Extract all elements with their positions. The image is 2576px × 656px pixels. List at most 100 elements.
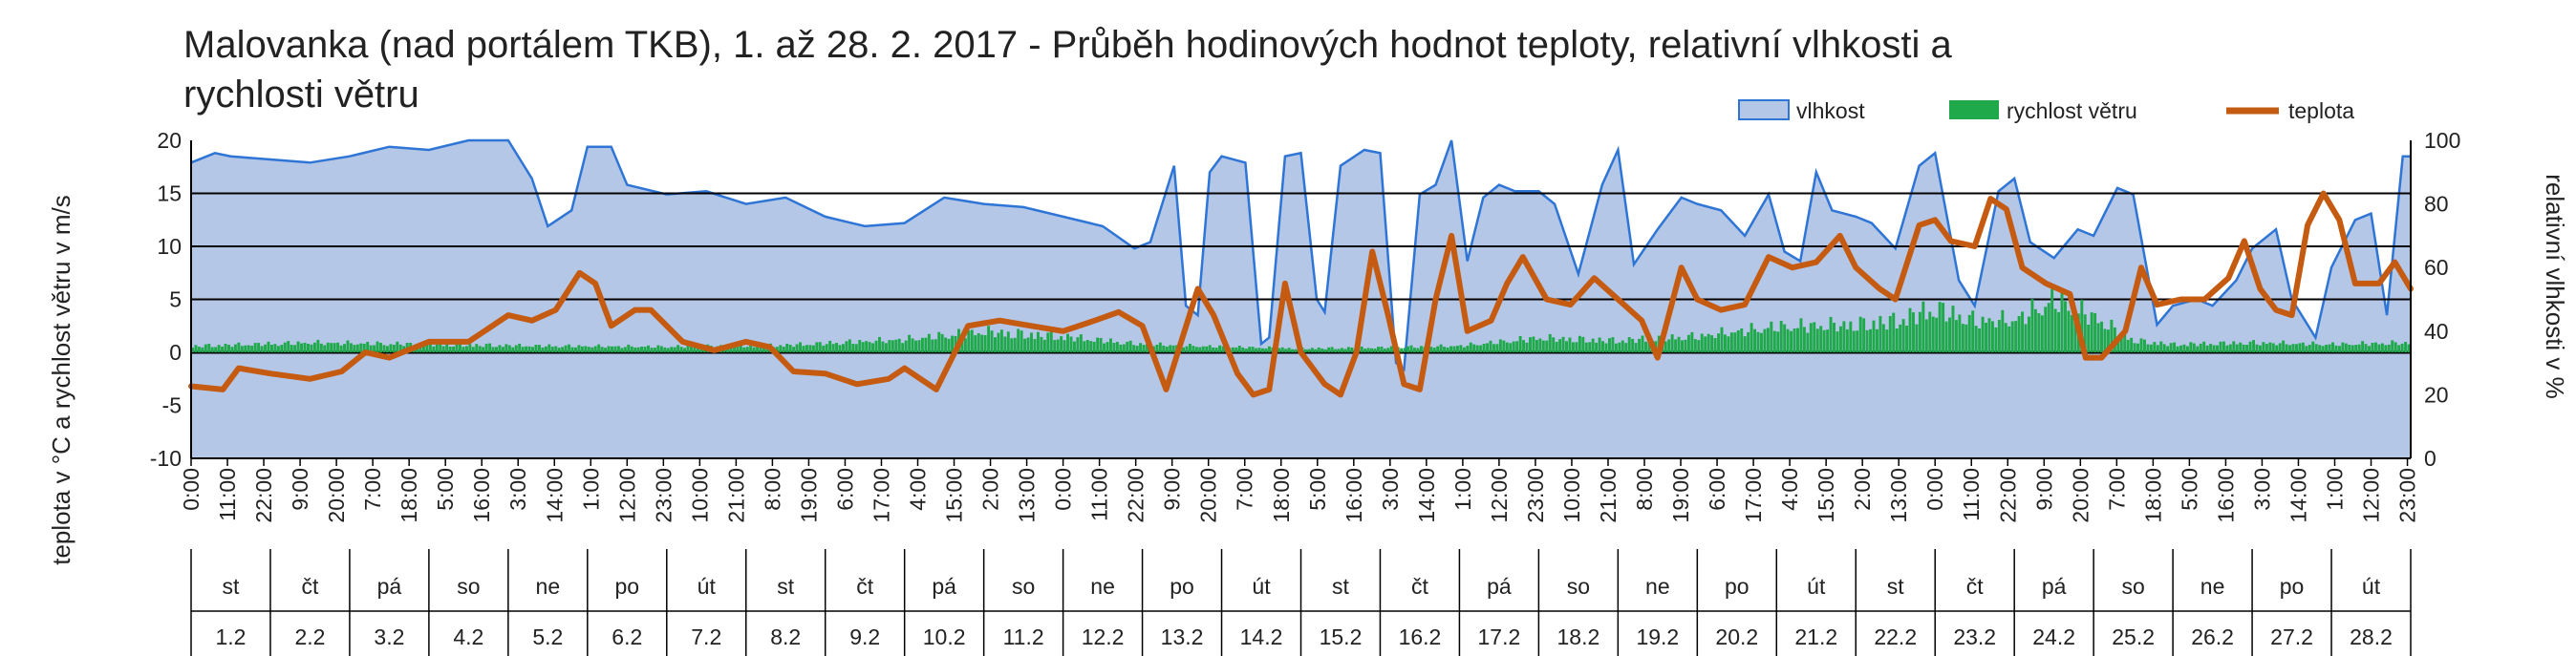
wind-bar — [197, 347, 201, 352]
wind-bar — [1924, 319, 1928, 352]
wind-bar — [1720, 327, 1724, 352]
wind-bar — [1835, 331, 1839, 352]
wind-bar — [1829, 316, 1833, 352]
wind-bar — [1614, 343, 1618, 352]
wind-bar — [336, 342, 340, 352]
wind-bar — [1419, 346, 1423, 352]
wind-bar — [2070, 315, 2073, 352]
right-tick-label: 60 — [2424, 255, 2449, 280]
wind-bar — [1060, 336, 1063, 352]
wind-bar — [385, 346, 389, 352]
wind-bar — [2291, 344, 2295, 352]
wind-bar — [1618, 342, 1621, 352]
wind-bar — [554, 346, 558, 352]
wind-bar — [874, 340, 878, 352]
right-axis-label: relativní vlhkosti v % — [2541, 174, 2569, 399]
wind-bar — [2380, 343, 2384, 352]
wind-bar — [2209, 344, 2213, 352]
wind-bar — [2130, 337, 2134, 352]
wind-bar — [1026, 337, 1030, 352]
wind-bar — [1958, 314, 1962, 352]
wind-bar — [330, 343, 333, 352]
wind-bar — [2285, 344, 2288, 352]
wind-bar — [838, 345, 842, 352]
wind-bar — [2040, 315, 2044, 352]
wind-bar — [884, 343, 888, 352]
wind-bar — [2275, 345, 2279, 352]
wind-bar — [894, 339, 898, 352]
wind-bar — [1165, 347, 1169, 352]
wind-bar — [1786, 328, 1790, 352]
wind-bar — [1901, 319, 1905, 352]
wind-bar — [1294, 349, 1298, 352]
wind-bar — [914, 340, 917, 352]
wind-bar — [1323, 349, 1327, 352]
wind-bar — [1766, 328, 1770, 352]
wind-bar — [296, 341, 300, 352]
wind-bar — [604, 348, 608, 352]
wind-bar — [355, 344, 359, 352]
wind-bar — [419, 345, 422, 352]
wind-bar — [1126, 341, 1129, 352]
wind-bar — [600, 347, 604, 352]
date-label: 14.2 — [1240, 624, 1283, 649]
wind-bar — [788, 345, 792, 352]
wind-bar — [1386, 348, 1390, 352]
wind-bar — [1849, 321, 1853, 352]
wind-bar — [459, 343, 462, 352]
wind-bar — [214, 347, 218, 352]
wind-bar — [2156, 345, 2159, 352]
wind-bar — [1985, 323, 1988, 352]
weekday-label: po — [1170, 574, 1194, 599]
wind-bar — [891, 340, 894, 352]
wind-bar — [1069, 336, 1073, 352]
wind-bar — [396, 341, 399, 352]
wind-bar — [1967, 314, 1971, 352]
wind-bar — [980, 334, 984, 352]
x-hour-label: 15:00 — [1814, 468, 1838, 523]
wind-bar — [924, 337, 928, 352]
wind-bar — [954, 335, 957, 352]
wind-bar — [1971, 310, 1975, 352]
wind-bar — [1350, 348, 1354, 352]
wind-bar — [822, 345, 826, 352]
wind-bar — [392, 345, 396, 352]
wind-bar — [452, 346, 456, 352]
wind-bar — [699, 347, 703, 352]
left-axis-label: teplota v °C a rychlost větru v m/s — [47, 195, 75, 565]
wind-bar — [1208, 345, 1212, 352]
wind-bar — [1103, 343, 1106, 352]
wind-bar — [1085, 340, 1089, 352]
wind-bar — [2202, 341, 2206, 352]
wind-bar — [1954, 320, 1958, 352]
wind-bar — [1020, 330, 1023, 352]
wind-bar — [1921, 301, 1925, 352]
x-hour-label: 7:00 — [2104, 468, 2129, 511]
x-hour-label: 19:00 — [1668, 468, 1693, 523]
wind-bar — [1063, 340, 1066, 352]
wind-bar — [525, 346, 528, 352]
wind-bar — [501, 347, 504, 352]
wind-bar — [1128, 340, 1132, 352]
wind-bar — [521, 347, 525, 352]
wind-bar — [1918, 311, 1921, 352]
x-hour-label: 0:00 — [1922, 468, 1947, 511]
wind-bar — [858, 340, 862, 352]
x-hour-label: 3:00 — [505, 468, 530, 511]
weekday-label: so — [457, 574, 480, 599]
wind-bar — [1552, 337, 1556, 352]
wind-bar — [1267, 346, 1271, 352]
wind-bar — [1964, 324, 1968, 352]
wind-bar — [376, 341, 379, 352]
wind-bar — [828, 340, 832, 352]
wind-bar — [267, 341, 270, 352]
wind-bar — [1512, 341, 1515, 352]
wind-bar — [1502, 340, 1506, 352]
wind-bar — [653, 348, 656, 352]
wind-bar — [421, 346, 425, 352]
date-label: 24.2 — [2032, 624, 2075, 649]
wind-bar — [333, 343, 336, 352]
wind-bar — [1072, 341, 1076, 352]
wind-bar — [2080, 299, 2084, 352]
wind-bar — [1234, 347, 1238, 352]
